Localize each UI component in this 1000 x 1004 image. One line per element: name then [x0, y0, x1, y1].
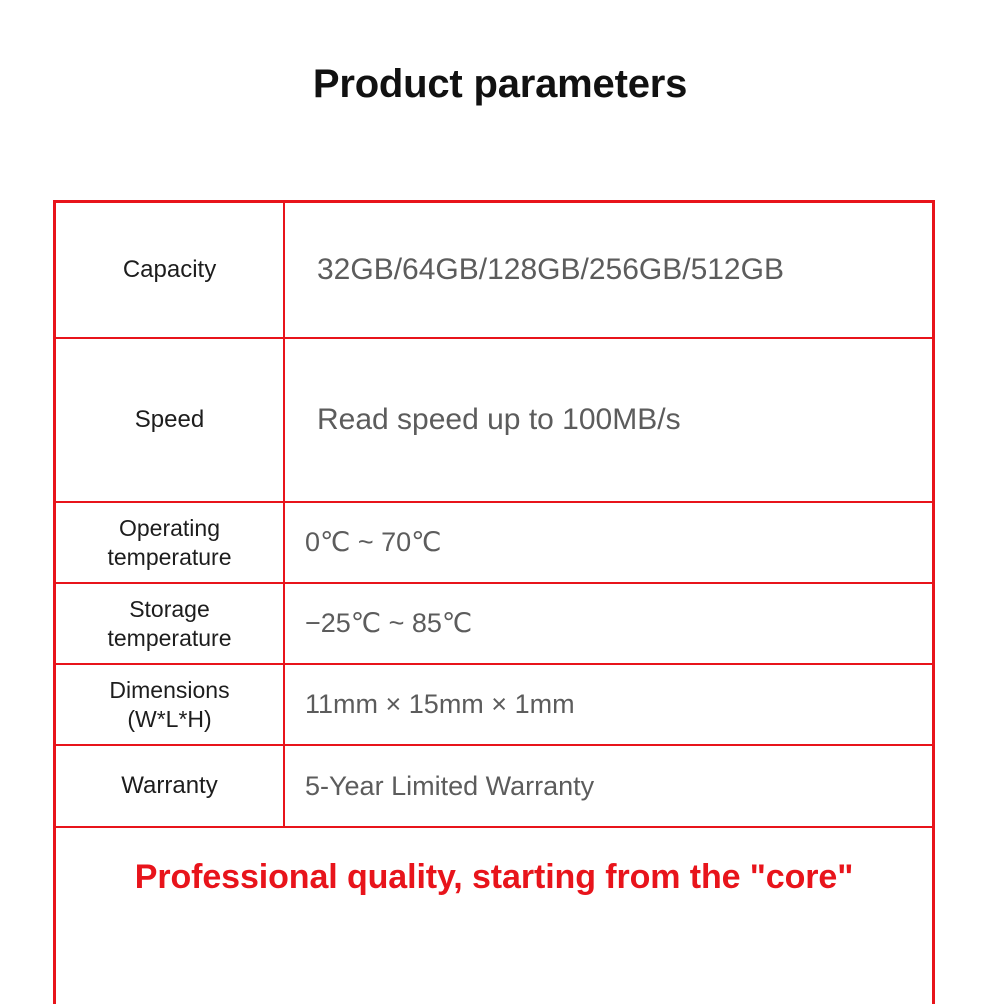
spec-label-storage-temperature: Storage temperature	[56, 584, 285, 663]
spec-value-text: 11mm × 15mm × 1mm	[305, 689, 575, 720]
spec-label-text: Warranty	[121, 772, 218, 800]
spec-label-text-line2: (W*L*H)	[127, 705, 212, 732]
table-row: Speed Read speed up to 100MB/s	[56, 339, 932, 503]
spec-value-storage-temperature: −25℃ ~ 85℃	[285, 584, 932, 663]
spec-label-text: Storage	[129, 596, 210, 623]
spec-label-text: Operating	[118, 515, 220, 542]
spec-value-text: 5-Year Limited Warranty	[305, 770, 595, 801]
spec-label-text-line2: temperature	[107, 543, 232, 570]
spec-label-dimensions: Dimensions (W*L*H)	[56, 665, 285, 744]
spec-label-text: Capacity	[122, 256, 217, 284]
spec-value-speed: Read speed up to 100MB/s	[285, 339, 932, 501]
spec-value-capacity: 32GB/64GB/128GB/256GB/512GB	[285, 203, 932, 337]
spec-label-operating-temperature: Operating temperature	[56, 503, 285, 582]
spec-value-text: 0℃ ~ 70℃	[305, 527, 442, 558]
spec-label-text: Speed	[134, 406, 205, 434]
page-title: Product parameters	[312, 62, 688, 106]
tagline-text: Professional quality, starting from the …	[134, 858, 854, 896]
spec-label-speed: Speed	[56, 339, 285, 501]
spec-label-text-line2: temperature	[107, 624, 232, 651]
spec-value-text: −25℃ ~ 85℃	[305, 608, 473, 639]
spec-value-text: 32GB/64GB/128GB/256GB/512GB	[317, 253, 784, 286]
spec-label-text: Dimensions	[109, 677, 230, 704]
spec-label-warranty: Warranty	[56, 746, 285, 826]
tagline-row: Professional quality, starting from the …	[56, 828, 932, 1004]
table-row: Operating temperature 0℃ ~ 70℃	[56, 503, 932, 584]
table-row: Warranty 5-Year Limited Warranty	[56, 746, 932, 828]
table-row: Capacity 32GB/64GB/128GB/256GB/512GB	[56, 203, 932, 339]
table-row: Storage temperature −25℃ ~ 85℃	[56, 584, 932, 665]
spec-value-operating-temperature: 0℃ ~ 70℃	[285, 503, 932, 582]
spec-value-dimensions: 11mm × 15mm × 1mm	[285, 665, 932, 744]
product-parameters-table: Capacity 32GB/64GB/128GB/256GB/512GB Spe…	[53, 200, 935, 1004]
spec-label-capacity: Capacity	[56, 203, 285, 337]
table-row: Dimensions (W*L*H) 11mm × 15mm × 1mm	[56, 665, 932, 746]
spec-value-warranty: 5-Year Limited Warranty	[285, 746, 932, 826]
spec-value-text: Read speed up to 100MB/s	[317, 403, 681, 436]
